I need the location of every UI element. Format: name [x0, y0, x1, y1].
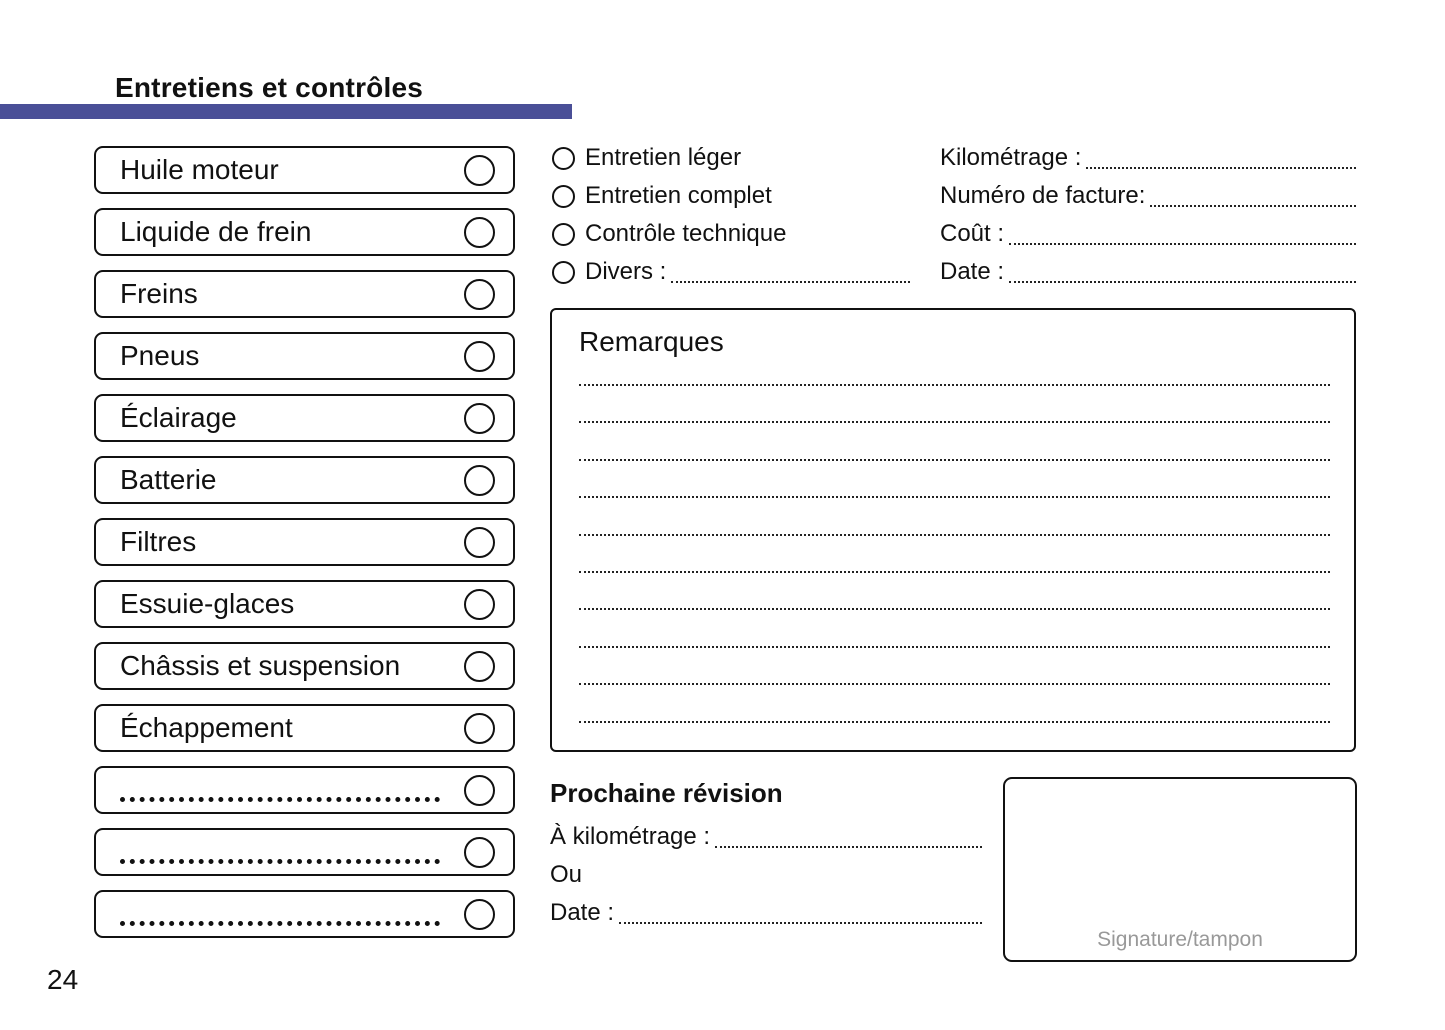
service-type-options: Entretien léger Entretien complet Contrôle…: [552, 139, 910, 291]
checklist-item-label: Liquide de frein: [120, 216, 312, 247]
checklist-item-blank: [94, 766, 515, 814]
remark-write-in-line: [579, 384, 1330, 386]
check-circle[interactable]: [464, 588, 495, 620]
invoice-field-row: Numéro de facture:: [940, 177, 1356, 215]
service-option-row: Entretien léger: [552, 139, 910, 177]
remark-write-in-line: [579, 421, 1330, 424]
checklist-item: Éclairage: [94, 394, 515, 442]
radio-circle[interactable]: [552, 260, 575, 284]
radio-circle[interactable]: [552, 222, 575, 246]
accent-bar: [0, 104, 572, 119]
service-option-row: Contrôle technique: [552, 215, 910, 253]
service-option-label: Contrôle technique: [585, 220, 787, 247]
invoice-field-row: Coût :: [940, 215, 1356, 253]
checklist-item: Batterie: [94, 456, 515, 504]
next-service-label: Ou: [550, 861, 583, 888]
check-circle[interactable]: [464, 836, 495, 868]
remark-write-in-line: [579, 571, 1330, 573]
radio-circle[interactable]: [552, 146, 575, 170]
invoice-field-label: Kilométrage :: [940, 144, 1082, 171]
checklist-item: Pneus: [94, 332, 515, 380]
checklist-item-label: Échappement: [120, 712, 293, 743]
dotted-write-in-line: [671, 280, 910, 283]
checklist-item-label: Filtres: [120, 526, 197, 557]
check-circle[interactable]: [464, 898, 495, 930]
checklist-item: Châssis et suspension: [94, 642, 515, 690]
page-number: 24: [47, 964, 79, 995]
checklist-item-label: Essuie-glaces: [120, 588, 295, 619]
check-circle[interactable]: [464, 340, 495, 372]
check-circle[interactable]: [464, 774, 495, 806]
remark-write-in-line: [579, 645, 1330, 648]
next-service-row: À kilométrage :: [550, 818, 982, 856]
remark-write-in-line: [579, 720, 1330, 723]
blank-write-in-line: [120, 858, 440, 864]
invoice-field-label: Coût :: [940, 220, 1005, 247]
check-circle[interactable]: [464, 526, 495, 558]
blank-write-in-line: [120, 796, 440, 802]
next-service-label: Date :: [550, 899, 615, 926]
checklist-item-blank: [94, 828, 515, 876]
page-title: Entretiens et contrôles: [115, 72, 424, 103]
checklist-item-label: Huile moteur: [120, 154, 279, 185]
checklist-item-label: Batterie: [120, 464, 217, 495]
check-circle[interactable]: [464, 216, 495, 248]
remark-write-in-line: [579, 683, 1330, 686]
service-option-row: Divers :: [552, 253, 910, 291]
checklist-item: Filtres: [94, 518, 515, 566]
check-circle[interactable]: [464, 278, 495, 310]
check-circle[interactable]: [464, 154, 495, 186]
checklist-item: Liquide de frein: [94, 208, 515, 256]
dotted-write-in-line: [619, 921, 982, 924]
remark-write-in-line: [579, 458, 1330, 461]
remarks-title: Remarques: [579, 326, 724, 357]
service-option-label: Entretien léger: [585, 144, 742, 171]
checklist-item: Échappement: [94, 704, 515, 752]
invoice-field-label: Date :: [940, 258, 1005, 285]
checklist-item-label: Éclairage: [120, 402, 237, 433]
signature-label: Signature/tampon: [1097, 928, 1263, 951]
checklist-item: Essuie-glaces: [94, 580, 515, 628]
next-service-row: Ou: [550, 856, 982, 894]
remark-write-in-line: [579, 496, 1330, 499]
signature-box: Signature/tampon: [1003, 777, 1357, 962]
check-circle[interactable]: [464, 712, 495, 744]
service-option-row: Entretien complet: [552, 177, 910, 215]
remarks-box: Remarques: [550, 308, 1356, 752]
dotted-write-in-line: [1086, 166, 1356, 169]
dotted-write-in-line: [1009, 242, 1356, 245]
service-option-label: Entretien complet: [585, 182, 772, 209]
checklist-item: Huile moteur: [94, 146, 515, 194]
dotted-write-in-line: [1150, 204, 1356, 207]
checklist-item-blank: [94, 890, 515, 938]
check-circle[interactable]: [464, 402, 495, 434]
checklist: Huile moteur Liquide de frein Freins Pneus É…: [94, 146, 515, 952]
check-circle[interactable]: [464, 464, 495, 496]
next-service-row: Date :: [550, 894, 982, 932]
next-service-label: À kilométrage :: [550, 823, 711, 850]
dotted-write-in-line: [715, 845, 982, 848]
checklist-item: Freins: [94, 270, 515, 318]
blank-write-in-line: [120, 920, 440, 926]
radio-circle[interactable]: [552, 184, 575, 208]
invoice-fields: Kilométrage : Numéro de facture: Coût : Dat…: [940, 139, 1356, 291]
remark-write-in-line: [579, 608, 1330, 611]
checklist-item-label: Châssis et suspension: [120, 650, 401, 681]
remark-write-in-line: [579, 533, 1330, 536]
checklist-item-label: Freins: [120, 278, 198, 309]
invoice-field-row: Kilométrage :: [940, 139, 1356, 177]
dotted-write-in-line: [1009, 280, 1356, 283]
checklist-item-label: Pneus: [120, 340, 200, 371]
check-circle[interactable]: [464, 650, 495, 682]
invoice-field-row: Date :: [940, 253, 1356, 291]
invoice-field-label: Numéro de facture:: [940, 182, 1146, 209]
next-service-title: Prochaine révision: [550, 778, 783, 808]
service-option-label: Divers :: [585, 258, 667, 285]
next-service-section: Prochaine révision À kilométrage : Ou Date…: [550, 778, 982, 932]
